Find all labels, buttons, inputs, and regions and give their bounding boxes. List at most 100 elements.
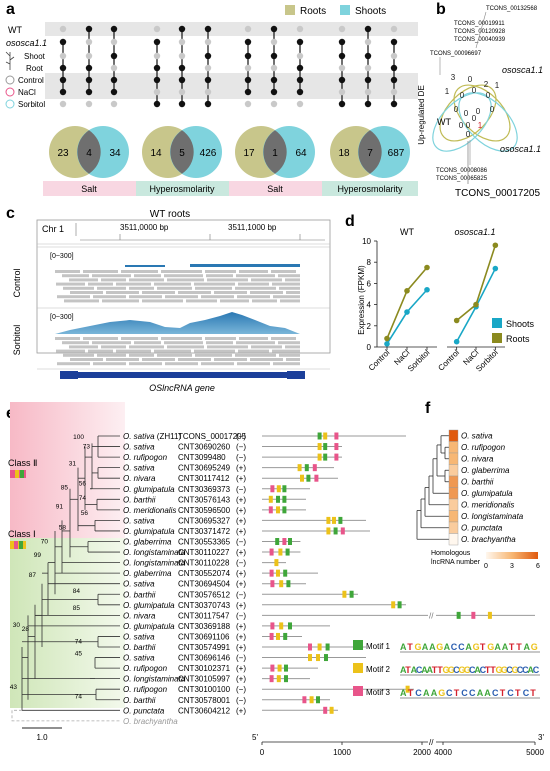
outgroup-row: O. brachyantha: [123, 717, 178, 726]
motif-swatch: [353, 686, 363, 696]
row-label-wt: WT: [8, 25, 22, 35]
species-tree: [416, 435, 449, 540]
heatmap-legend-title-2: lncRNA number: [431, 559, 481, 566]
row-strand: (−): [236, 559, 246, 568]
upset-dot: [338, 25, 346, 33]
motif-box: [288, 538, 292, 545]
heatmap-species: O. barthii: [461, 478, 494, 487]
row-species: O. glaberrima: [123, 569, 172, 578]
venn4: [432, 84, 518, 152]
bootstrap-value: 31: [69, 460, 77, 467]
row-species: O. glaberrima: [123, 538, 172, 547]
lncrna-row: O. barthii CNT30576143 (+): [123, 495, 306, 504]
heatmap-species: O. longistaminata: [461, 512, 524, 521]
upset-dot: [153, 38, 161, 46]
motif-box: [270, 622, 275, 630]
row-species: O. nivara: [123, 611, 156, 620]
motif-box: [270, 580, 275, 588]
upset-dot: [59, 25, 67, 33]
series-line: [386, 266, 428, 339]
heatmap-species: O. rufipogon: [461, 443, 506, 452]
row-species: O. barthii: [123, 495, 156, 504]
row-strand: (+): [236, 622, 246, 631]
upset-dot: [85, 100, 93, 108]
read: [70, 358, 103, 361]
motif-letter: G: [415, 642, 422, 652]
row-species: O. glumipatula: [123, 485, 175, 494]
motif-box: [397, 601, 402, 609]
venn-diagram: 23 4 34: [49, 126, 129, 178]
venn4-number: 0: [464, 109, 469, 118]
chart-title-wt: WT: [400, 227, 414, 237]
read: [214, 291, 247, 294]
row-label-nacl: NaCl: [18, 88, 36, 97]
read: [237, 362, 270, 366]
motif-box: [487, 611, 492, 619]
upset-dot: [270, 100, 278, 108]
upset-dot: [153, 25, 161, 33]
venn-both: 5: [179, 148, 185, 159]
read: [69, 345, 98, 349]
motif-letter: C: [469, 688, 476, 698]
upset-dot: [338, 100, 346, 108]
heatmap-cell: [448, 429, 459, 442]
read: [236, 274, 275, 278]
read: [93, 362, 126, 366]
motif-box: [302, 696, 307, 704]
read: [252, 299, 277, 303]
motif-label: Motif 1: [366, 642, 391, 651]
motif-letter: A: [400, 665, 407, 675]
bootstrap-value: 87: [29, 572, 37, 579]
lncrna-row: O. glaberrima CNT30553365 (−): [123, 538, 301, 547]
upset-dot: [59, 52, 67, 60]
legend-swatch-roots: [285, 5, 295, 15]
read: [273, 295, 300, 299]
heatmap-cell: [448, 487, 459, 500]
bootstrap-value: 56: [79, 480, 87, 487]
upset-dot: [244, 100, 252, 108]
read: [97, 286, 126, 290]
motif-box: [270, 664, 275, 672]
legend-swatch-roots-d: [492, 333, 502, 343]
row-species: O. sativa (ZH11): [123, 432, 181, 441]
motif-letter: A: [400, 688, 407, 698]
read: [194, 349, 235, 353]
venn4-number: 0: [466, 130, 471, 139]
motif-box: [275, 538, 280, 545]
plant-icon: [5, 51, 15, 70]
motif-letter: A: [421, 665, 428, 675]
venn4-number: 1: [495, 81, 500, 90]
motif-box: [340, 527, 345, 535]
upset-dot: [85, 64, 93, 72]
read: [167, 278, 204, 282]
result-id: TCONS_00017205: [455, 188, 540, 199]
lncrna-row: O. barthii CNT30578001 (−): [123, 696, 330, 705]
motif-letter: G: [487, 642, 494, 652]
motif-box: [300, 474, 304, 482]
motif-logo: ATACAATTGGCGGCACTTGGCGCCAC: [400, 665, 540, 675]
heatmap-species: O. brachyantha: [461, 535, 516, 544]
row-strand: (+): [236, 495, 246, 504]
motif-label: Motif 3: [366, 688, 391, 697]
bootstrap-value: 99: [34, 552, 42, 559]
row-id: CNT30110227: [178, 548, 230, 557]
upset-dot: [153, 76, 161, 84]
igv-chr: Chr 1: [42, 224, 64, 234]
motif-box: [316, 654, 320, 662]
heatmap-species: O. meridionalis: [461, 501, 514, 510]
read: [250, 358, 283, 361]
row-id: CNT30695249: [178, 464, 231, 473]
heatmap-colorbar: [486, 552, 538, 559]
read: [214, 358, 247, 361]
read: [205, 270, 236, 273]
motif-letter: T: [500, 688, 506, 698]
upset-dot: [244, 52, 252, 60]
read: [62, 341, 89, 345]
motif-box: [286, 580, 291, 588]
venn-overlap: [358, 130, 382, 174]
motif-letter: A: [427, 665, 434, 675]
data-point: [384, 335, 390, 342]
panel-label-d: d: [345, 213, 355, 230]
upset-dot: [296, 88, 304, 96]
motif-logo: AT GAAGACCAGT GAAT T AG: [400, 642, 538, 652]
